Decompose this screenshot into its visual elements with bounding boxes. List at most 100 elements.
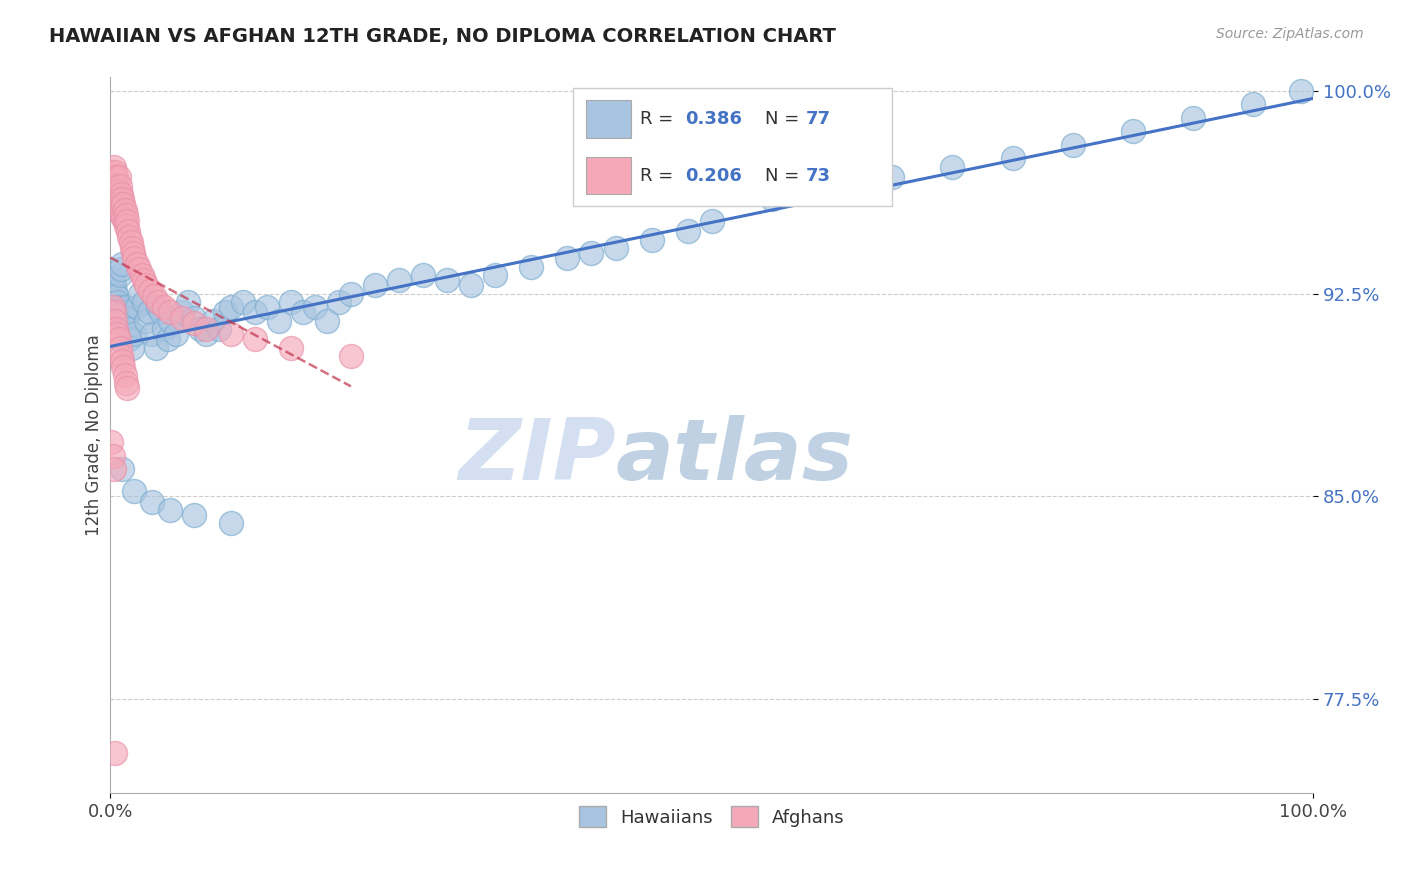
Point [153, 300, 176, 314]
Point [135, 313, 157, 327]
Point [882, 170, 904, 185]
Point [118, 333, 141, 347]
Point [219, 327, 242, 342]
Text: Source: ZipAtlas.com: Source: ZipAtlas.com [1216, 27, 1364, 41]
Point [149, 305, 172, 319]
Point [107, 197, 129, 211]
Point [190, 321, 212, 335]
Point [105, 170, 128, 185]
Point [219, 300, 242, 314]
Point [104, 165, 127, 179]
Point [124, 327, 146, 342]
Point [107, 294, 129, 309]
Point [111, 354, 134, 368]
Point [821, 178, 844, 193]
Point [103, 462, 125, 476]
Point [101, 192, 124, 206]
Point [183, 508, 205, 522]
Point [280, 294, 302, 309]
Text: ZIP: ZIP [458, 416, 616, 499]
Point [117, 321, 139, 335]
Point [110, 349, 132, 363]
Point [1122, 124, 1144, 138]
Point [115, 376, 138, 390]
Point [107, 192, 129, 206]
Point [557, 252, 579, 266]
Point [111, 257, 134, 271]
Point [520, 260, 543, 274]
Point [340, 349, 363, 363]
Point [104, 192, 127, 206]
Point [115, 310, 138, 325]
Point [103, 181, 125, 195]
Point [101, 184, 124, 198]
Point [104, 284, 127, 298]
Point [105, 321, 128, 335]
Point [159, 313, 181, 327]
Point [165, 327, 187, 342]
Point [112, 197, 135, 211]
Point [315, 313, 337, 327]
Point [153, 321, 176, 335]
Point [280, 341, 302, 355]
Point [142, 289, 165, 303]
Point [700, 213, 723, 227]
Point [141, 494, 163, 508]
Point [107, 300, 129, 314]
Point [111, 205, 134, 219]
Point [120, 235, 142, 250]
Point [219, 516, 242, 531]
Point [640, 233, 662, 247]
Point [114, 202, 136, 217]
Point [103, 305, 125, 319]
Point [103, 160, 125, 174]
Point [581, 246, 603, 260]
Point [207, 321, 229, 335]
Point [105, 197, 128, 211]
Point [605, 241, 627, 255]
Point [101, 170, 124, 185]
Text: HAWAIIAN VS AFGHAN 12TH GRADE, NO DIPLOMA CORRELATION CHART: HAWAIIAN VS AFGHAN 12TH GRADE, NO DIPLOM… [49, 27, 837, 45]
Point [108, 178, 131, 193]
Point [103, 170, 125, 185]
Point [138, 305, 160, 319]
Point [124, 252, 146, 266]
Point [105, 184, 128, 198]
Point [1181, 111, 1204, 125]
Point [100, 178, 122, 193]
Point [328, 294, 350, 309]
Point [107, 327, 129, 342]
Point [159, 305, 181, 319]
Text: atlas: atlas [616, 416, 853, 499]
Point [108, 341, 131, 355]
Point [108, 268, 131, 282]
Point [232, 294, 254, 309]
Point [107, 170, 129, 185]
Point [111, 462, 134, 476]
Point [139, 284, 162, 298]
Point [388, 273, 411, 287]
Point [122, 246, 145, 260]
Point [129, 286, 152, 301]
Point [172, 310, 194, 325]
Point [121, 241, 143, 255]
Point [101, 300, 124, 314]
Point [132, 273, 155, 287]
Point [100, 435, 122, 450]
Point [104, 746, 127, 760]
Point [1062, 138, 1084, 153]
Point [125, 300, 148, 314]
Point [108, 205, 131, 219]
Point [291, 305, 314, 319]
Point [183, 310, 205, 325]
Point [156, 333, 179, 347]
Point [148, 300, 170, 314]
Point [107, 184, 129, 198]
Point [177, 294, 200, 309]
Point [676, 224, 699, 238]
Point [125, 257, 148, 271]
Point [195, 321, 218, 335]
Point [114, 213, 136, 227]
Point [148, 294, 170, 309]
Point [183, 316, 205, 330]
